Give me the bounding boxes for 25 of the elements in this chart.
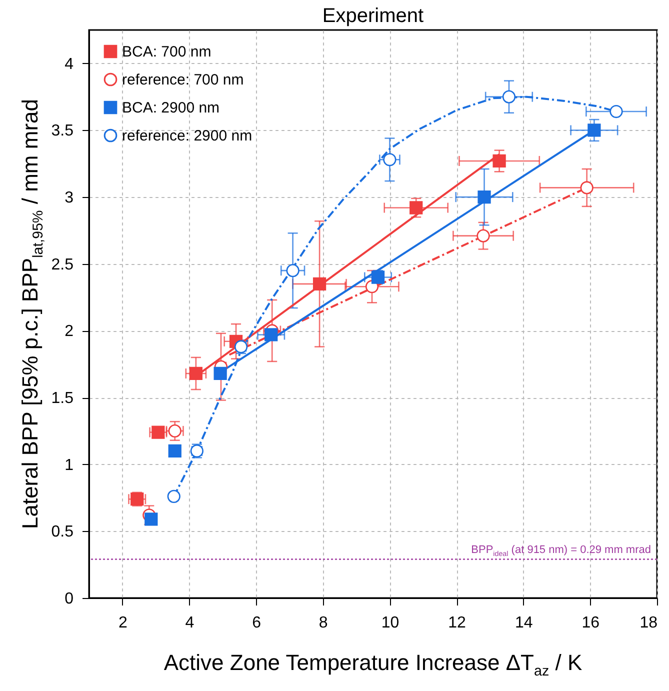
- y-tick-label: 3.5: [51, 122, 74, 140]
- x-tick-label: 12: [448, 614, 466, 632]
- ref-line-label: BPP$_{ideal}$ (at 915 nm) = 0.29 mm mrad: [471, 544, 651, 558]
- x-tick-label: 2: [118, 614, 128, 632]
- legend-label: BCA: 700 nm: [122, 44, 212, 60]
- x-tick-label: 10: [381, 614, 400, 632]
- legend-label: BCA: 2900 nm: [122, 100, 220, 116]
- y-tick-label: 2: [64, 323, 74, 340]
- chart-title: Experiment: [322, 5, 424, 27]
- y-tick-label: 1: [64, 456, 74, 474]
- x-tick-label: 8: [318, 614, 328, 632]
- y-tick-label: 4: [64, 56, 74, 73]
- y-tick-label: 2.5: [51, 256, 74, 274]
- y-tick-label: 0.5: [51, 524, 74, 541]
- x-axis-title: Active Zone Temperature Increase ΔT$_{az}$ / K: [162, 650, 584, 680]
- x-tick-label: 16: [582, 614, 600, 632]
- x-tick-label: 4: [185, 614, 194, 632]
- x-tick-label: 18: [640, 614, 658, 632]
- x-tick-label: 14: [514, 614, 533, 632]
- y-tick-label: 3: [64, 190, 74, 207]
- legend-label: reference: 2900 nm: [122, 128, 252, 144]
- y-tick-label: 1.5: [51, 390, 74, 408]
- x-tick-label: 6: [252, 614, 262, 632]
- y-tick-label: 0: [64, 590, 74, 608]
- legend-label: reference: 700 nm: [122, 72, 244, 88]
